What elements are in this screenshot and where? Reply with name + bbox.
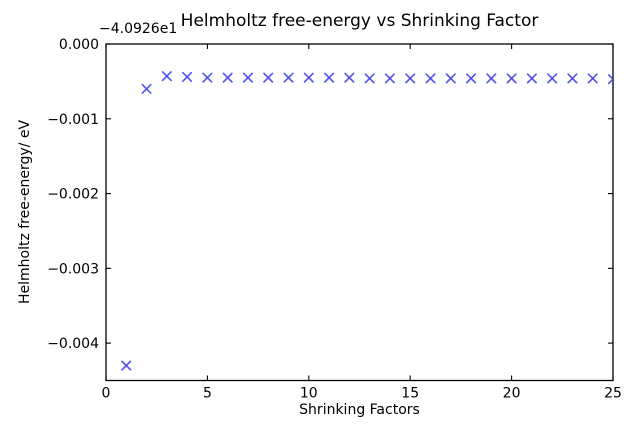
x-tick-label: 0 xyxy=(102,386,111,402)
data-point-marker xyxy=(283,72,294,83)
data-point-marker xyxy=(547,73,558,84)
x-tick-label: 5 xyxy=(203,386,212,402)
x-tick-label: 20 xyxy=(503,386,521,402)
data-point-marker xyxy=(506,73,517,84)
x-axis-label: Shrinking Factors xyxy=(299,402,420,418)
plot-frame xyxy=(105,43,614,382)
data-point-marker xyxy=(445,73,456,84)
x-tick-label: 15 xyxy=(401,386,419,402)
data-point-marker xyxy=(486,73,497,84)
data-point-marker xyxy=(324,72,335,83)
y-axis-label: Helmholtz free-energy/ eV xyxy=(17,119,33,305)
y-tick-label: −0.004 xyxy=(47,336,99,352)
x-tick-label: 10 xyxy=(300,386,318,402)
data-point-marker xyxy=(141,83,152,94)
data-point-marker xyxy=(364,73,375,84)
data-point-marker xyxy=(182,71,193,82)
data-series xyxy=(121,71,613,371)
data-point-marker xyxy=(567,73,578,84)
chart-title: Helmholtz free-energy vs Shrinking Facto… xyxy=(180,11,539,31)
data-point-marker xyxy=(425,73,436,84)
y-axis-offset-label: −4.0926e1 xyxy=(99,21,178,37)
data-point-marker xyxy=(607,74,613,85)
data-point-marker xyxy=(384,73,395,84)
data-point-marker xyxy=(587,73,598,84)
data-point-marker xyxy=(202,72,213,83)
x-tick-label: 25 xyxy=(604,386,622,402)
data-point-marker xyxy=(161,71,172,82)
data-point-marker xyxy=(242,72,254,83)
y-tick-label: 0.000 xyxy=(59,37,99,53)
data-point-marker xyxy=(303,72,314,83)
y-tick-label: −0.001 xyxy=(47,112,99,128)
y-tick-label: −0.002 xyxy=(47,187,99,203)
data-point-marker xyxy=(263,72,274,83)
data-point-marker xyxy=(222,72,233,83)
data-point-marker xyxy=(121,360,132,371)
y-tick-label: −0.003 xyxy=(47,261,99,277)
data-point-marker xyxy=(405,73,416,84)
data-point-marker xyxy=(526,73,537,84)
data-point-marker xyxy=(344,72,355,83)
data-point-marker xyxy=(465,73,477,84)
